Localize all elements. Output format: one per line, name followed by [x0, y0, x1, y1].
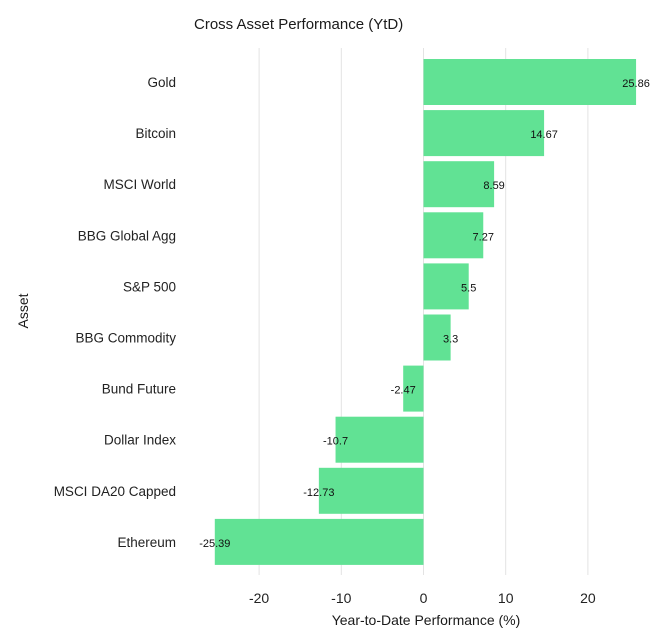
chart-title: Cross Asset Performance (YtD) — [194, 16, 403, 33]
category-label: Dollar Index — [104, 433, 176, 448]
bar — [423, 314, 451, 361]
bars — [214, 59, 637, 565]
bar — [423, 263, 469, 310]
x-tick-label: 20 — [580, 590, 596, 606]
bar — [214, 518, 424, 565]
bar — [335, 416, 424, 463]
bar — [423, 110, 545, 157]
data-label: 7.27 — [473, 231, 494, 243]
category-label: Gold — [147, 75, 176, 90]
bar — [423, 59, 637, 105]
x-tick-label: 10 — [498, 590, 514, 606]
bar — [318, 467, 424, 514]
category-label: MSCI World — [103, 177, 176, 192]
category-label: BBG Commodity — [75, 331, 176, 346]
category-label: Ethereum — [117, 535, 176, 550]
x-tick-label: -10 — [331, 590, 351, 606]
data-label: 25.86 — [622, 78, 650, 90]
bar — [423, 212, 484, 259]
data-label: 8.59 — [483, 180, 504, 192]
x-axis-title: Year-to-Date Performance (%) — [332, 612, 521, 628]
data-label: 3.3 — [443, 334, 458, 346]
data-label: 14.67 — [530, 129, 558, 141]
data-label: -2.47 — [391, 385, 416, 397]
category-label: Bitcoin — [135, 126, 176, 141]
x-tick-labels: -20 -10 0 10 20 — [249, 590, 596, 606]
category-label: S&P 500 — [123, 279, 176, 294]
bar — [403, 365, 424, 412]
category-label: Bund Future — [102, 382, 176, 397]
category-label: BBG Global Agg — [78, 228, 176, 243]
data-label: -25.39 — [199, 538, 230, 550]
data-label: 5.5 — [461, 282, 476, 294]
data-label: -10.7 — [323, 436, 348, 448]
bar — [423, 161, 495, 208]
category-label: MSCI DA20 Capped — [54, 484, 176, 499]
data-label: -12.73 — [303, 487, 334, 499]
x-tick-label: -20 — [249, 590, 269, 606]
category-labels: Gold Bitcoin MSCI World BBG Global Agg S&P 5… — [54, 75, 177, 550]
y-axis-title: Asset — [15, 293, 31, 328]
x-tick-label: 0 — [420, 590, 428, 606]
data-labels: 25.86 14.67 8.59 7.27 5.5 3.3 -2.47 -10.7 -12.73… — [199, 78, 650, 550]
